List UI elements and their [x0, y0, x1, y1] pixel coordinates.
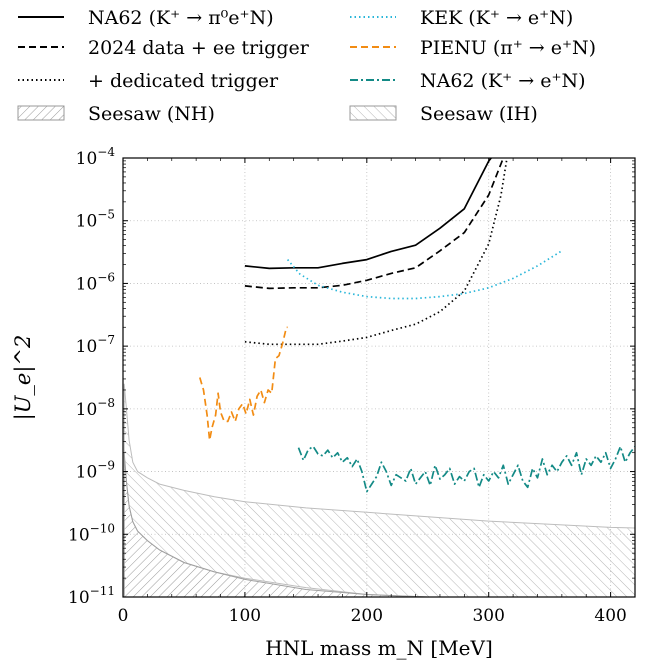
y-tick-label: 10−4 — [76, 145, 116, 169]
x-tick-label: 400 — [594, 606, 626, 626]
legend-label: KEK (K⁺ → e⁺N) — [420, 7, 573, 29]
y-tick-label: 10−8 — [76, 396, 115, 420]
series-line-0 — [244, 158, 492, 270]
legend-label: NA62 (K⁺ → π⁰e⁺N) — [88, 7, 274, 29]
y-axis-label: |U_e|^2 — [11, 335, 36, 421]
legend-swatch — [349, 105, 397, 121]
y-tick-label: 10−9 — [76, 459, 115, 483]
legend: NA62 (K⁺ → π⁰e⁺N) KEK (K⁺ → e⁺N) 2024 data… — [17, 7, 596, 125]
x-axis-label: HNL mass m_N [MeV] — [265, 636, 493, 660]
series-line-3 — [286, 250, 563, 300]
y-tick-label: 10−5 — [76, 208, 115, 232]
series-lines — [198, 158, 635, 493]
y-tick-label: 10−11 — [68, 584, 115, 608]
x-tick-label: 300 — [472, 606, 504, 626]
legend-label: Seesaw (NH) — [88, 103, 215, 125]
ticks: 0 100 200 300 400 10−11 10−10 10−9 10−8 10−7 10−6 1… — [68, 145, 635, 626]
plot-frame — [122, 157, 636, 598]
axis-labels: HNL mass m_N [MeV] |U_e|^2 — [11, 335, 493, 660]
series-line-2 — [244, 158, 508, 346]
legend-label: PIENU (π⁺ → e⁺N) — [420, 37, 596, 59]
series-line-1 — [244, 158, 505, 290]
legend-label: Seesaw (IH) — [420, 103, 538, 125]
y-tick-label: 10−6 — [76, 270, 115, 294]
legend-swatch — [17, 105, 65, 121]
y-tick-label: 10−10 — [68, 521, 115, 545]
series-line-5 — [297, 445, 635, 493]
seesaw-nh-band — [123, 452, 465, 597]
x-tick-label: 200 — [351, 606, 383, 626]
legend-label: NA62 (K⁺ → e⁺N) — [420, 70, 586, 92]
legend-label: 2024 data + ee trigger — [88, 37, 310, 59]
legend-label: + dedicated trigger — [88, 70, 279, 92]
x-tick-label: 0 — [118, 606, 129, 626]
x-tick-label: 100 — [229, 606, 261, 626]
y-tick-label: 10−7 — [76, 333, 115, 357]
seesaw-bands — [123, 383, 635, 597]
series-line-4 — [198, 326, 288, 442]
seesaw-ih-band — [123, 383, 635, 597]
